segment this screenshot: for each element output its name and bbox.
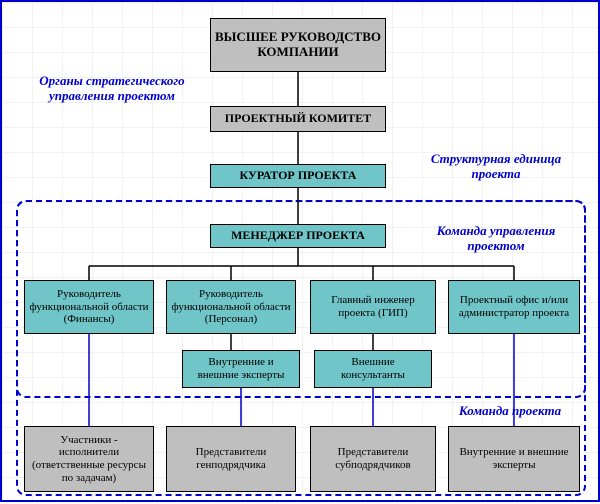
node-chief-engineer: Главный инженер проекта (ГИП) — [310, 280, 436, 334]
node-project-curator: КУРАТОР ПРОЕКТА — [210, 164, 386, 188]
node-pmo-admin: Проектный офис и/или администратор проек… — [448, 280, 580, 334]
node-internal-external-experts: Внутренние и внешние эксперты — [182, 350, 300, 388]
node-func-finance: Руководитель функциональной области (Фин… — [24, 280, 154, 334]
node-subcontractor-reps: Представители субподрядчиков — [310, 426, 436, 492]
node-project-manager: МЕНЕДЖЕР ПРОЕКТА — [210, 224, 386, 248]
annot-mgmt-team: Команда управления проектом — [408, 224, 584, 254]
node-participants: Участники - исполнители (ответственные р… — [24, 426, 154, 492]
node-external-consultants: Внешние консультанты — [314, 350, 432, 388]
node-gencontractor-reps: Представители генподрядчика — [166, 426, 296, 492]
annot-structural-unit: Структурная единица проекта — [408, 152, 584, 182]
annot-strategic-mgmt: Органы стратегического управления проект… — [24, 74, 200, 104]
diagram-canvas: ВЫСШЕЕ РУКОВОДСТВО КОМПАНИИ ПРОЕКТНЫЙ КО… — [0, 0, 600, 502]
annot-project-team: Команда проекта — [440, 404, 580, 419]
node-top-leadership: ВЫСШЕЕ РУКОВОДСТВО КОМПАНИИ — [210, 18, 386, 72]
node-int-ext-experts-2: Внутренние и внешние эксперты — [448, 426, 580, 492]
node-project-committee: ПРОЕКТНЫЙ КОМИТЕТ — [210, 106, 386, 132]
node-func-hr: Руководитель функциональной области (Пер… — [166, 280, 296, 334]
